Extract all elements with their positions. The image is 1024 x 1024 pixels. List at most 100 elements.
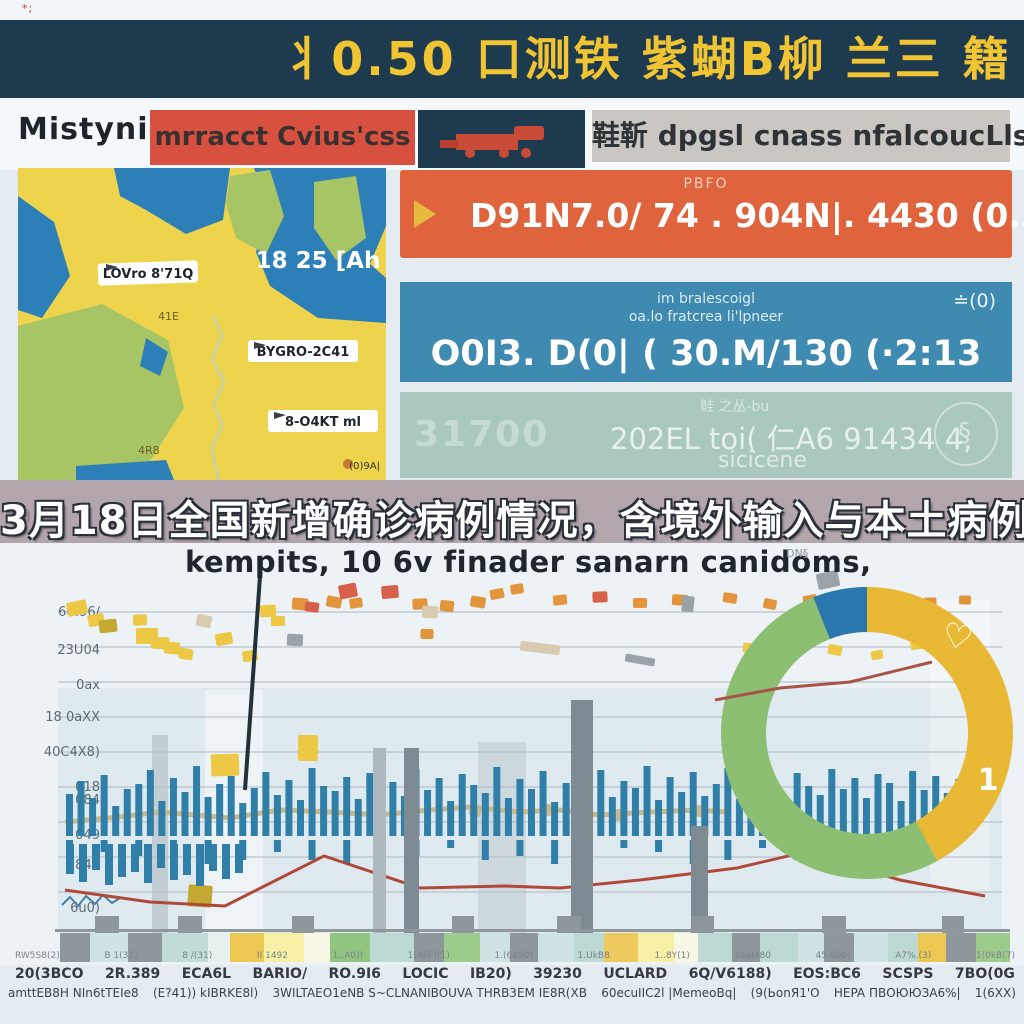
legend-block	[674, 933, 698, 962]
bar	[678, 792, 686, 836]
scatter-point	[421, 605, 439, 619]
tick-label: 1.UkB8	[577, 951, 610, 961]
gray-pillar	[571, 700, 593, 933]
scatter-point	[519, 640, 561, 656]
legend-block	[264, 933, 304, 962]
axis-tick-row: RW5S8(2) B 1(32) 8 /(31) II 1492 1..A0)) 1(46…	[15, 951, 1015, 961]
bar	[608, 797, 616, 836]
bar	[262, 772, 270, 836]
emblem-icon	[934, 402, 998, 466]
bar	[828, 769, 836, 836]
value-label: EOS:BC6	[793, 966, 861, 982]
teal-banner-value: 202EL toi( 仁A6 91434 4,	[610, 422, 973, 456]
scatter-point	[270, 615, 286, 627]
bar-sub	[759, 840, 766, 848]
tick-label: II 1492	[256, 951, 288, 961]
map-region-green-top	[226, 170, 284, 254]
legend-block	[230, 933, 264, 962]
sparkline	[61, 893, 121, 908]
bar	[146, 770, 154, 836]
bar-left-cluster	[92, 844, 100, 870]
bar	[297, 800, 304, 836]
scatter-point	[592, 591, 608, 603]
value-label: RO.9I6	[328, 966, 381, 982]
tick-label: 1..8Y(1)	[654, 951, 690, 961]
value-label: 6Q/V6188)	[688, 966, 772, 982]
legend-block	[370, 933, 414, 962]
scatter-point	[178, 647, 194, 661]
tick-label: 1(46F)(1)	[407, 951, 450, 961]
bar	[77, 781, 85, 836]
blue-banner-caption: im bralescoigl oa.lo fratcrea li'lpneer	[400, 290, 1012, 326]
bar-left-cluster	[235, 844, 243, 873]
scatter-point	[381, 584, 399, 600]
donut-value-label: 1	[978, 763, 999, 798]
teal-banner-subtext: sicicene	[718, 448, 807, 473]
bar	[250, 788, 258, 836]
tick-label: A7%.(3)	[895, 951, 932, 961]
category-value-row: 20(3BCO 2R.389 ECA6L BARIO/RO.9I6 LOCIC IB20)…	[15, 966, 1015, 982]
tick-label: 1.(6450)	[494, 951, 533, 961]
legend-block	[918, 933, 946, 962]
map-region-west	[18, 196, 70, 318]
map-region-north	[114, 168, 230, 234]
bar	[458, 774, 466, 836]
stat-banner-imported: im bralescoigl oa.lo fratcrea li'lpneer …	[400, 282, 1012, 382]
category-label: 1(6XX)	[974, 986, 1016, 1000]
value-label: 7BO(0G	[954, 966, 1015, 982]
scatter-point	[286, 633, 304, 647]
bar	[562, 783, 570, 836]
scatter-point	[439, 599, 455, 613]
value-label: 39230	[533, 966, 582, 982]
bar	[516, 779, 524, 836]
bar	[655, 800, 663, 836]
top-white-strip	[0, 0, 1024, 20]
tick-label: B 1(32)	[104, 951, 138, 961]
map-big-number: 18 25 [Ah	[256, 248, 381, 274]
bar	[504, 798, 512, 836]
bar-sub	[343, 840, 351, 864]
bar	[551, 802, 559, 836]
bar	[66, 794, 73, 836]
scatter-point	[552, 594, 568, 606]
bar	[331, 791, 339, 836]
page-title: 3月18日全国新增确诊病例情况，含境外输入与本土病例详情	[0, 498, 1024, 543]
bar-sub	[655, 840, 663, 852]
gray-pillar	[404, 748, 419, 933]
category-label-row: amttEB8H NIn6tTEIe8 (E?41)) kIBRKE8l) 3WIL…	[8, 986, 1016, 1000]
scatter-point	[958, 595, 972, 605]
value-label: BARIO/	[252, 966, 308, 982]
bar-left-cluster	[118, 844, 126, 877]
bar-left-cluster	[144, 844, 152, 883]
map-small-bl: 4R8	[138, 444, 160, 457]
legend-block	[208, 933, 230, 962]
scatter-point	[163, 641, 181, 655]
bar	[123, 789, 131, 836]
blue-caption-line1: im bralescoigl	[657, 291, 755, 307]
scatter-point	[259, 604, 277, 618]
flag-icon	[106, 264, 118, 271]
inner-red-curve	[714, 660, 933, 702]
category-label: 60ecuIIC2l |MemeoBq|	[601, 986, 737, 1000]
legend-block	[60, 933, 90, 962]
bar	[920, 790, 928, 836]
map-small-br: (0)9A|	[349, 461, 380, 472]
bar	[181, 792, 189, 836]
bar	[112, 806, 120, 836]
bar	[308, 768, 316, 836]
map-river	[210, 315, 226, 481]
bar	[643, 766, 651, 836]
bar	[447, 801, 455, 836]
value-label: ECA6L	[181, 966, 232, 982]
chart-corner-note: DN§	[786, 547, 809, 560]
legend-block	[798, 933, 824, 962]
blue-banner-badge: ≐(0)	[953, 290, 996, 312]
legend-block	[538, 933, 574, 962]
stat-banner-new-cases: PBFO D91N7.0/ 74 . 904N|. 4430 (0.30)	[400, 170, 1024, 258]
legend-block	[604, 933, 638, 962]
legend-block	[574, 933, 604, 962]
bar	[620, 781, 628, 836]
bar	[816, 795, 824, 836]
donut-slice-yellow	[867, 587, 1014, 861]
flag-icon	[254, 342, 266, 349]
